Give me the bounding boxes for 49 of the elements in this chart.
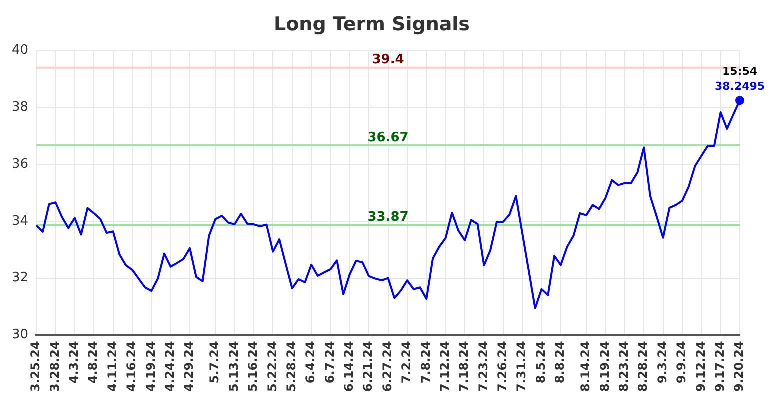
ref-line-label: 36.67 [368,130,409,146]
x-tick-label: 5.13.24 [226,341,241,392]
x-tick-label: 9.20.24 [732,341,746,392]
y-tick-label: 36 [12,156,29,172]
x-tick-label: 4.11.24 [105,341,120,392]
x-tick-label: 8.28.24 [636,341,650,392]
x-tick-label: 5.28.24 [284,341,298,392]
x-tick-label: 6.14.24 [342,341,356,392]
y-tick-label: 40 [12,43,29,58]
x-tick-label: 8.23.24 [617,341,632,392]
annotation: 15:54 [722,64,758,78]
x-tick-label: 3.28.24 [48,341,62,392]
x-tick-label: 7.31.24 [514,341,529,392]
x-tick-label: 9.9.24 [674,341,689,384]
x-tick-label: 4.3.24 [67,341,82,384]
y-tick-label: 38 [12,100,29,116]
x-tick-label: 8.5.24 [534,341,548,384]
x-tick-label: 6.27.24 [380,341,394,392]
x-tick-label: 4.8.24 [86,341,100,384]
x-tick-label: 3.25.24 [28,341,43,392]
x-tick-label: 7.18.24 [457,341,472,392]
chart-title: Long Term Signals [274,13,470,36]
x-tick-label: 8.8.24 [553,341,568,384]
x-tick-label: 6.7.24 [322,341,337,384]
x-tick-label: 6.4.24 [304,341,318,384]
x-tick-label: 9.3.24 [655,341,670,384]
x-tick-label: 5.16.24 [246,341,260,392]
x-tick-label: 6.21.24 [361,341,376,392]
x-tick-label: 4.19.24 [144,341,158,392]
x-tick-label: 9.17.24 [712,341,727,392]
x-tick-label: 4.24.24 [162,341,177,392]
x-tick-label: 7.2.24 [400,341,414,384]
x-tick-label: 5.22.24 [265,341,280,392]
y-tick-label: 30 [12,328,29,343]
x-tick-label: 7.8.24 [418,341,433,384]
annotation: 38.2495 [714,80,766,93]
x-tick-label: 4.16.24 [124,341,139,392]
x-tick-label: 5.7.24 [208,341,222,384]
x-tick-label: 4.29.24 [182,341,196,392]
x-tick-label: 8.19.24 [598,341,612,392]
ref-line-label: 33.87 [368,210,409,225]
x-tick-label: 7.23.24 [476,341,490,392]
y-tick-label: 32 [12,270,29,286]
x-tick-label: 9.12.24 [694,341,708,392]
x-tick-label: 7.12.24 [438,341,452,392]
x-tick-label: 8.14.24 [578,341,593,392]
x-tick-label: 7.26.24 [496,341,510,392]
y-tick-label: 34 [12,214,29,229]
ref-line-label: 39.4 [372,52,404,68]
